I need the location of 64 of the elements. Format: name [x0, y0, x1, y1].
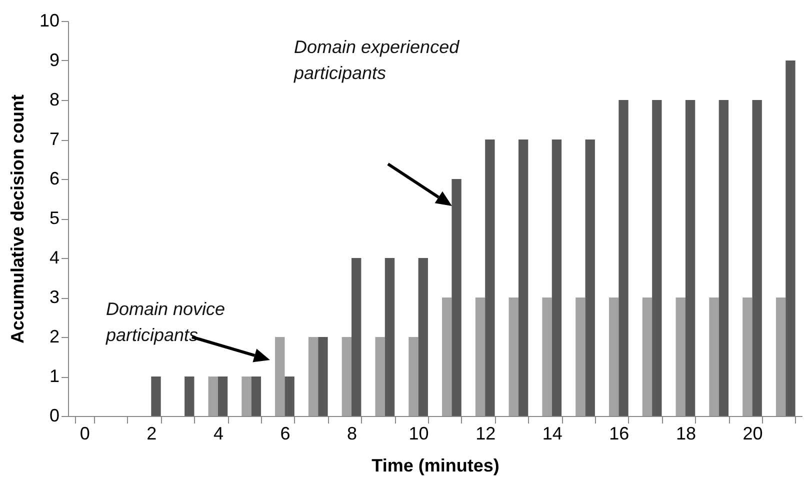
- bar: [709, 298, 719, 416]
- bar: [542, 298, 552, 416]
- bar: [442, 298, 452, 416]
- bar: [742, 298, 752, 416]
- y-tick-label: 2: [49, 326, 60, 346]
- bar: [576, 298, 586, 416]
- bar: [618, 100, 628, 416]
- x-tick-label: 14: [542, 424, 562, 444]
- bar: [375, 337, 385, 416]
- bar: [585, 140, 595, 416]
- bar: [218, 376, 228, 416]
- y-tick-label: 3: [49, 287, 60, 307]
- bar: [552, 140, 562, 416]
- y-tick-label: 1: [49, 366, 60, 386]
- x-tick-label: 20: [742, 424, 763, 444]
- bar: [652, 100, 662, 416]
- bar: [408, 337, 418, 416]
- bar: [752, 100, 762, 416]
- bar: [151, 376, 161, 416]
- bar: [786, 60, 796, 416]
- x-tick-label: 12: [476, 424, 496, 444]
- bar: [485, 140, 495, 416]
- bar: [718, 100, 729, 416]
- y-tick-label: 10: [39, 10, 60, 30]
- bar: [208, 376, 218, 416]
- y-tick-label: 4: [49, 248, 60, 268]
- y-tick-label: 9: [49, 50, 60, 70]
- annotation: Domain novice participants: [106, 298, 226, 347]
- bar: [452, 179, 462, 416]
- x-tick-label: 0: [80, 424, 90, 444]
- y-tick-label: 6: [49, 168, 60, 188]
- bar: [275, 337, 285, 416]
- y-tick-label: 8: [49, 90, 60, 110]
- x-tick-label: 10: [408, 424, 429, 444]
- bar: [685, 100, 696, 416]
- x-tick-label: 18: [676, 424, 696, 444]
- bar: [352, 258, 362, 416]
- x-tick-label: 2: [146, 424, 157, 444]
- x-axis-title: Time (minutes): [372, 456, 500, 476]
- bar: [418, 258, 428, 416]
- bar: [184, 376, 194, 416]
- bar: [642, 298, 652, 416]
- bar: [608, 298, 619, 416]
- bar: [318, 337, 328, 416]
- y-tick-label: 7: [49, 129, 60, 149]
- x-tick-label: 4: [213, 424, 224, 444]
- x-tick-label: 8: [347, 424, 358, 444]
- bar: [776, 298, 786, 416]
- bar: [342, 337, 352, 416]
- bar: [284, 376, 294, 416]
- x-tick-label: 6: [280, 424, 290, 444]
- bar: [251, 376, 262, 416]
- bar: [308, 337, 318, 416]
- y-tick-label: 0: [49, 406, 60, 426]
- bar: [518, 140, 528, 416]
- bar: [475, 298, 486, 416]
- y-tick-label: 5: [49, 208, 60, 228]
- y-axis-title: Accumulative decision count: [7, 94, 28, 344]
- bar: [508, 298, 518, 416]
- bar: [242, 376, 252, 416]
- bar: [676, 298, 686, 416]
- annotation: Domain experienced participants: [294, 36, 460, 85]
- x-tick-label: 16: [609, 424, 630, 444]
- bar: [384, 258, 395, 416]
